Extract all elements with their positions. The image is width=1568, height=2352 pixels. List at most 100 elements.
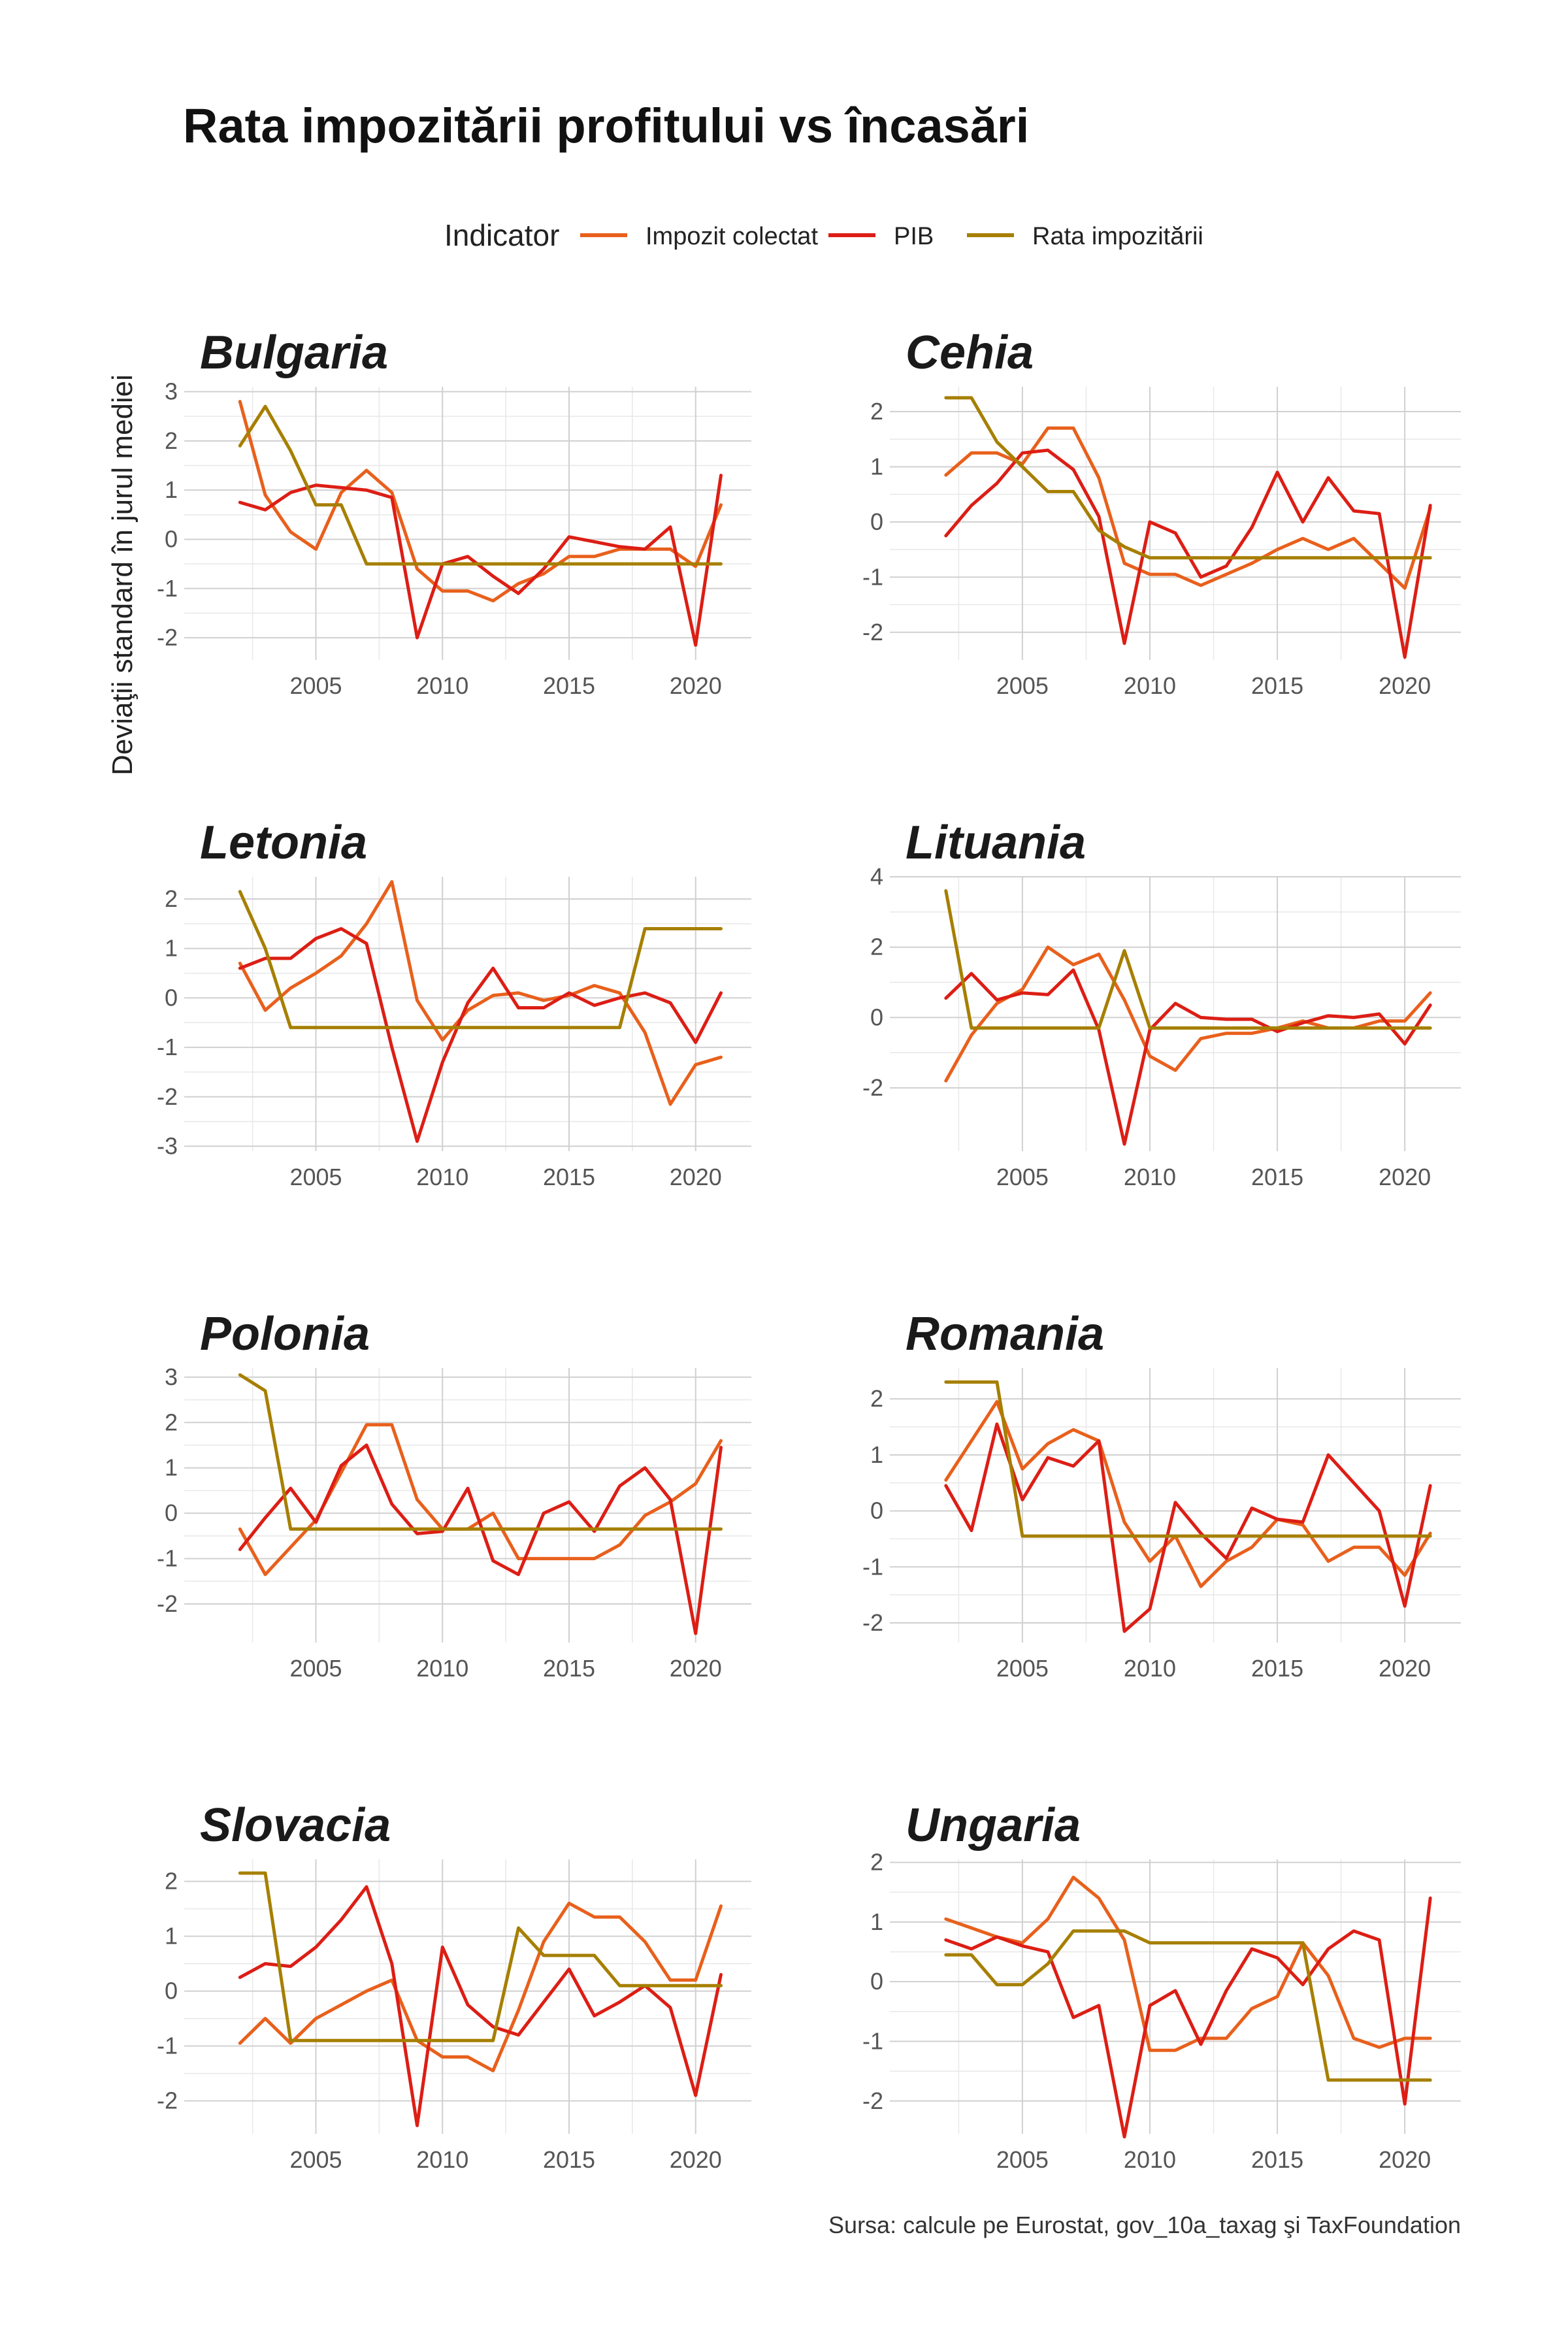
series-rata-impozitarii-ungaria xyxy=(944,1929,1432,2082)
panel-title-lituania: Lituania xyxy=(906,817,1086,869)
y-tick-label: 2 xyxy=(165,427,178,454)
y-tick-label: -1 xyxy=(157,575,178,602)
x-tick-label: 2015 xyxy=(543,672,595,699)
y-tick-label: 0 xyxy=(165,984,178,1011)
y-tick-label: 4 xyxy=(870,863,883,890)
y-tick-label: -2 xyxy=(862,2087,883,2114)
panel-title-romania: Romania xyxy=(906,1308,1104,1360)
series-impozit-colectat-slovacia xyxy=(238,1901,723,2072)
y-tick-label: -2 xyxy=(862,1609,883,1636)
panel-title-letonia: Letonia xyxy=(200,817,367,869)
y-tick-label: -1 xyxy=(157,1034,178,1060)
legend-label-rata-impozitarii: Rata impozitării xyxy=(1032,223,1203,250)
y-tick-label: -2 xyxy=(862,619,883,645)
y-tick-label: 2 xyxy=(870,934,883,960)
panel-polonia: Polonia 2005 2010 2015 2020 -2 -1 0 1 2 3 xyxy=(157,1308,751,1682)
x-tick-label: 2010 xyxy=(1124,1655,1176,1682)
panel-cehia: Cehia 2005 2010 2015 2020 -2 -1 0 1 2 xyxy=(862,327,1461,699)
y-tick-label: 2 xyxy=(870,1385,883,1412)
y-tick-label: -2 xyxy=(157,624,178,651)
y-tick-label: 0 xyxy=(165,525,178,552)
x-tick-label: 2010 xyxy=(1124,672,1176,699)
series-pib-slovacia xyxy=(238,1885,723,2127)
panel-romania: Romania 2005 2010 2015 2020 -2 -1 0 1 2 xyxy=(862,1308,1461,1682)
series-pib-ungaria xyxy=(944,1896,1432,2139)
panel-letonia: Letonia 2005 2010 2015 2020 -3 -2 -1 0 1 2 xyxy=(157,817,751,1190)
x-tick-label: 2015 xyxy=(1251,1164,1303,1190)
x-tick-label: 2020 xyxy=(1379,2146,1431,2173)
y-tick-label: -1 xyxy=(862,563,883,590)
x-tick-label: 2010 xyxy=(1124,2146,1176,2173)
series-rata-impozitarii-bulgaria xyxy=(238,404,723,566)
legend: Indicator Impozit colectat PIB Rata impo… xyxy=(444,218,1203,252)
panel-title-polonia: Polonia xyxy=(200,1308,370,1360)
y-tick-label: -1 xyxy=(862,1553,883,1580)
x-tick-label: 2005 xyxy=(996,1655,1049,1682)
y-tick-label: -3 xyxy=(157,1132,178,1159)
x-tick-label: 2020 xyxy=(670,1655,722,1682)
x-tick-label: 2005 xyxy=(289,672,342,699)
x-tick-label: 2010 xyxy=(1124,1164,1176,1190)
y-tick-label: -1 xyxy=(862,2027,883,2054)
x-tick-label: 2015 xyxy=(1251,2146,1303,2173)
panel-title-cehia: Cehia xyxy=(906,327,1034,379)
x-tick-label: 2010 xyxy=(416,1164,468,1190)
panel-title-ungaria: Ungaria xyxy=(906,1799,1081,1852)
x-tick-label: 2010 xyxy=(416,1655,468,1682)
series-pib-letonia xyxy=(238,927,723,1143)
x-tick-label: 2020 xyxy=(1379,672,1431,699)
series-pib-lituania xyxy=(944,968,1432,1146)
y-tick-label: 1 xyxy=(870,1441,883,1468)
series-pib-cehia xyxy=(944,448,1432,659)
y-tick-label: 1 xyxy=(165,1923,178,1950)
y-tick-label: 2 xyxy=(165,885,178,912)
series-rata-impozitarii-polonia xyxy=(238,1373,723,1531)
y-tick-label: 0 xyxy=(870,1968,883,1995)
chart-caption: Sursa: calcule pe Eurostat, gov_10a_taxa… xyxy=(828,2212,1461,2238)
panel-title-slovacia: Slovacia xyxy=(200,1799,391,1852)
series-rata-impozitarii-lituania xyxy=(944,889,1432,1030)
x-tick-label: 2005 xyxy=(289,1655,342,1682)
x-tick-label: 2005 xyxy=(289,2146,342,2173)
series-rata-impozitarii-slovacia xyxy=(238,1871,723,2042)
x-tick-label: 2010 xyxy=(416,672,468,699)
series-pib-polonia xyxy=(238,1443,723,1635)
y-tick-label: 1 xyxy=(165,1454,178,1481)
y-tick-label: 0 xyxy=(165,1978,178,2004)
series-impozit-colectat-ungaria xyxy=(944,1875,1432,2052)
x-tick-label: 2015 xyxy=(543,1655,595,1682)
y-tick-label: 2 xyxy=(165,1868,178,1895)
y-tick-label: 2 xyxy=(165,1409,178,1435)
panel-lituania: Lituania 2005 2010 2015 2020 -2 0 2 4 xyxy=(862,817,1461,1190)
chart-title: Rata impozitării profitului vs încasări xyxy=(183,99,1029,153)
x-tick-label: 2015 xyxy=(543,1164,595,1190)
panel-ungaria: Ungaria 2005 2010 2015 2020 -2 -1 0 1 2 xyxy=(862,1799,1461,2173)
y-tick-label: 0 xyxy=(870,1004,883,1030)
x-tick-label: 2005 xyxy=(996,2146,1049,2173)
series-pib-bulgaria xyxy=(238,474,723,647)
y-axis-label: Deviaţii standard în jurul mediei xyxy=(106,374,139,776)
y-tick-label: 2 xyxy=(870,398,883,425)
legend-label-pib: PIB xyxy=(894,223,934,250)
series-rata-impozitarii-letonia xyxy=(238,890,723,1030)
x-tick-label: 2005 xyxy=(289,1164,342,1190)
y-tick-label: -2 xyxy=(157,1590,178,1617)
y-tick-label: -2 xyxy=(157,1083,178,1110)
panel-title-bulgaria: Bulgaria xyxy=(200,327,388,379)
y-tick-label: 0 xyxy=(870,508,883,535)
y-tick-label: 1 xyxy=(870,453,883,480)
y-tick-label: -1 xyxy=(157,2033,178,2059)
y-tick-label: 0 xyxy=(870,1497,883,1524)
x-tick-label: 2020 xyxy=(1379,1164,1431,1190)
y-tick-label: 2 xyxy=(870,1849,883,1876)
series-impozit-colectat-romania xyxy=(944,1399,1432,1588)
y-tick-label: 1 xyxy=(165,935,178,962)
y-tick-label: -1 xyxy=(157,1545,178,1572)
x-tick-label: 2005 xyxy=(996,672,1049,699)
series-pib-romania xyxy=(944,1422,1432,1633)
x-tick-label: 2005 xyxy=(996,1164,1049,1190)
x-tick-label: 2015 xyxy=(1251,672,1303,699)
panel-slovacia: Slovacia 2005 2010 2015 2020 -2 -1 0 1 2 xyxy=(157,1799,751,2173)
